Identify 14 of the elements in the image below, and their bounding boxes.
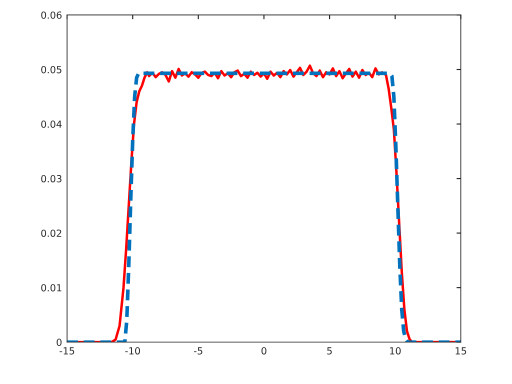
y-tick-label: 0.04 — [41, 120, 62, 128]
y-tick-label: 0.06 — [41, 11, 62, 19]
y-tick-label: 0.03 — [41, 175, 62, 182]
x-tick-label: -10 — [125, 347, 140, 355]
x-tick-label: -15 — [60, 347, 74, 355]
x-tick-label: 0 — [261, 347, 266, 355]
y-tick-label: 0 — [56, 338, 62, 346]
y-tick-label: 0.05 — [41, 66, 62, 74]
x-tick-label: 10 — [390, 347, 401, 355]
y-tick-label: 0.01 — [41, 284, 62, 292]
x-tick-label: 15 — [456, 347, 466, 355]
x-tick-label: 5 — [327, 347, 332, 355]
x-tick-label: -5 — [194, 347, 202, 355]
y-tick-label: 0.02 — [41, 230, 62, 237]
